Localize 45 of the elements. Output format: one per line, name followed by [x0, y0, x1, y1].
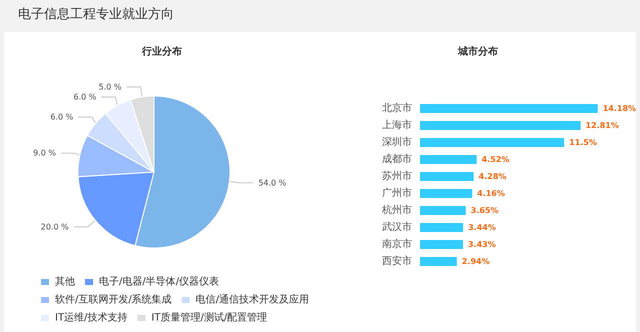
- text: 电子信息工程专业就业方向: [17, 6, 175, 24]
- data-label: 12.81%: [586, 121, 619, 130]
- bar: [420, 155, 477, 164]
- data-label: 3.43%: [468, 240, 496, 249]
- data-label: 14.18%: [602, 104, 636, 113]
- y-tick-label: 广州市: [382, 187, 412, 199]
- data-label: 3.65%: [470, 206, 499, 215]
- legend-label: IT运维/技术支持: [55, 312, 128, 324]
- y-tick-label: 西安市: [382, 255, 412, 267]
- data-label: 6.0 %: [50, 112, 74, 122]
- y-tick-label: 深圳市: [382, 136, 412, 148]
- bar: [420, 138, 564, 147]
- bar: [420, 223, 464, 232]
- legend-label: 电子/电器/半导体/仪器仪表: [99, 276, 220, 288]
- y-tick-label: 武汉市: [382, 221, 412, 233]
- bar: [420, 104, 598, 113]
- y-tick-label: 苏州市: [382, 170, 412, 182]
- data-label: 5.0 %: [98, 82, 122, 92]
- bar: [420, 240, 463, 249]
- chart-title: 城市分布: [457, 46, 498, 58]
- data-label: 54.0 %: [258, 178, 287, 188]
- data-label: 20.0 %: [40, 222, 70, 232]
- data-label: 11.5%: [569, 138, 597, 147]
- data-label: 9.0 %: [33, 148, 56, 158]
- data-label: 2.94%: [462, 257, 490, 266]
- data-label: 4.16%: [477, 189, 505, 198]
- legend-label: 其他: [55, 276, 75, 288]
- bar: [420, 257, 457, 266]
- bar: [420, 121, 581, 130]
- data-label: 4.52%: [482, 155, 510, 164]
- data-label: 6.0 %: [73, 92, 97, 102]
- legend-label: 电信/通信技术开发及应用: [196, 294, 310, 306]
- bar: [420, 172, 474, 181]
- y-tick-label: 杭州市: [381, 204, 412, 216]
- legend-label: IT质量管理/测试/配置管理: [151, 312, 268, 324]
- data-label: 3.44%: [468, 223, 496, 232]
- y-tick-label: 北京市: [382, 102, 412, 114]
- chart-title: 行业分布: [141, 46, 182, 58]
- y-tick-label: 南京市: [382, 238, 412, 250]
- bar: [420, 206, 466, 215]
- y-tick-label: 上海市: [382, 119, 412, 131]
- legend-label: 软件/互联网开发/系统集成: [55, 294, 172, 306]
- bar: [420, 189, 472, 198]
- y-tick-label: 成都市: [382, 153, 412, 165]
- data-label: 4.28%: [478, 172, 506, 181]
